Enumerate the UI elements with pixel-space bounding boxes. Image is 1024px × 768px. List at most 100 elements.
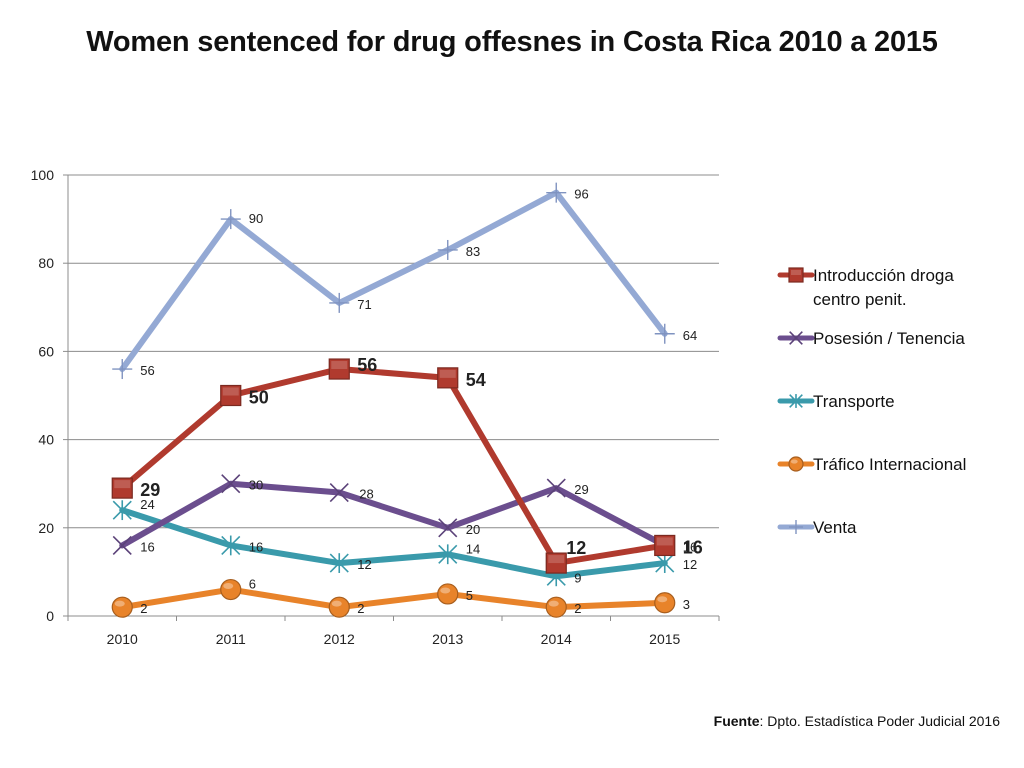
series-3 — [111, 578, 676, 618]
data-label: 16 — [249, 539, 263, 554]
marker-shine — [439, 369, 456, 378]
x-tick-label: 2015 — [649, 631, 680, 647]
marker-shine — [331, 361, 348, 370]
source-text: : Dpto. Estadística Poder Judicial 2016 — [759, 713, 1000, 729]
data-label: 29 — [140, 480, 160, 500]
data-marker — [329, 482, 349, 503]
legend-entry-4: Venta — [777, 518, 857, 537]
marker-x — [546, 478, 566, 498]
marker-square — [545, 552, 567, 574]
x-tick-label: 2011 — [216, 631, 246, 647]
legend-entry-3: Tráfico Internacional — [777, 455, 966, 474]
data-label: 20 — [466, 522, 480, 537]
data-label: 2 — [574, 601, 581, 616]
data-label: 29 — [574, 482, 588, 497]
data-label: 83 — [466, 244, 480, 259]
data-label: 71 — [357, 297, 371, 312]
data-label: 3 — [683, 597, 690, 612]
marker-square — [654, 534, 676, 557]
data-marker — [546, 478, 566, 498]
data-marker — [220, 209, 241, 230]
x-tick-label: 2013 — [432, 631, 463, 647]
marker-shine — [114, 600, 125, 607]
marker-square — [788, 267, 804, 283]
x-tick-label: 2010 — [107, 631, 138, 647]
data-label: 16 — [683, 537, 703, 557]
data-label: 6 — [249, 577, 256, 592]
series-1 — [112, 474, 675, 556]
data-marker — [112, 359, 133, 380]
data-marker — [112, 500, 132, 521]
legend-label: Venta — [813, 518, 857, 537]
data-marker — [654, 592, 676, 614]
data-label: 64 — [683, 328, 697, 343]
marker-square — [437, 367, 459, 389]
chart-title: Women sentenced for drug offesnes in Cos… — [86, 26, 938, 58]
series-line — [119, 480, 668, 549]
y-tick-label: 40 — [38, 432, 54, 448]
data-marker — [654, 323, 675, 344]
data-label: 16 — [140, 539, 154, 554]
data-label: 56 — [357, 355, 377, 375]
data-label: 12 — [357, 557, 371, 572]
source-label: Fuente — [713, 713, 760, 729]
data-label: 12 — [566, 538, 586, 558]
x-tick-label: 2012 — [324, 631, 355, 647]
marker-x — [438, 518, 458, 538]
marker-x — [221, 474, 241, 494]
data-marker — [437, 367, 459, 389]
data-label: 56 — [140, 363, 154, 378]
y-tick-label: 60 — [38, 343, 54, 359]
data-marker — [545, 596, 567, 618]
marker-shine — [114, 480, 131, 489]
marker-circle — [788, 456, 804, 472]
data-labels: 56 90 71 83 96 64 24 16 12 14 9 12 16 30 28 20 29 16 2 6 2 5 2… — [140, 187, 703, 617]
y-tick-label: 80 — [38, 255, 54, 271]
data-marker — [328, 358, 350, 380]
marker-shine — [656, 537, 673, 546]
legend: Introducción droga centro penit. Posesión … — [777, 266, 966, 537]
marker-circle — [111, 596, 133, 618]
data-marker — [112, 535, 132, 556]
data-marker — [655, 553, 675, 573]
marker-circle — [654, 592, 676, 614]
data-label: 30 — [249, 478, 263, 493]
data-marker — [546, 182, 567, 203]
legend-label: Tráfico Internacional — [813, 455, 966, 474]
marker-circle — [328, 596, 350, 618]
marker-shine — [223, 583, 234, 590]
marker-x — [789, 331, 803, 345]
marker-shine — [440, 587, 451, 594]
series-4 — [112, 182, 675, 380]
marker-shine — [548, 600, 559, 607]
marker-shine — [222, 387, 239, 396]
marker-shine — [657, 596, 668, 603]
marker-shine — [548, 555, 565, 564]
gridlines — [68, 174, 719, 529]
data-label: 16 — [683, 539, 697, 554]
data-marker — [221, 535, 241, 556]
source-note: Fuente: Dpto. Estadística Poder Judicial… — [714, 713, 1000, 729]
data-label: 12 — [683, 557, 697, 572]
data-marker — [789, 331, 803, 345]
data-label: 28 — [359, 487, 373, 502]
data-label: 50 — [249, 388, 269, 408]
series-2 — [112, 500, 675, 587]
data-marker — [789, 394, 803, 408]
series-line — [119, 189, 668, 373]
data-marker — [788, 267, 804, 283]
y-tick-label: 0 — [46, 608, 54, 624]
data-marker — [220, 384, 242, 407]
marker-shine — [791, 270, 801, 275]
data-marker — [329, 292, 350, 313]
legend-entry-1: Posesión / Tenencia — [777, 329, 965, 348]
data-label: 14 — [466, 541, 480, 556]
data-marker — [437, 239, 458, 260]
data-label: 96 — [574, 187, 588, 202]
marker-shine — [331, 600, 342, 607]
series-line — [119, 507, 668, 580]
marker-square — [111, 477, 133, 499]
legend-entry-2: Transporte — [777, 392, 895, 411]
legend-label: Posesión / Tenencia — [813, 329, 965, 348]
